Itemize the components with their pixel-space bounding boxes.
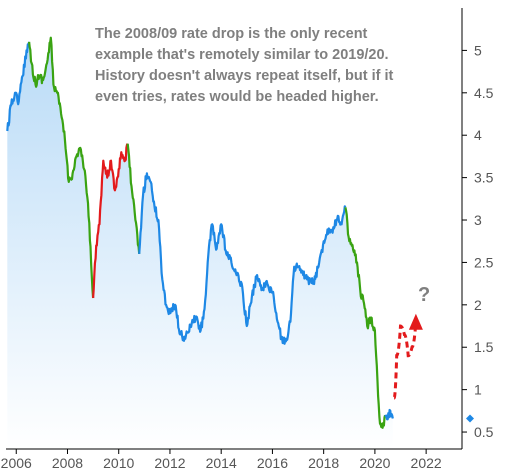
x-tick-label-2012: 2012	[154, 455, 185, 471]
series-line-3	[126, 143, 141, 254]
series-line-5	[344, 207, 387, 429]
series-line-6	[384, 408, 394, 421]
projection-arrow	[408, 313, 423, 330]
question-mark: ?	[418, 284, 430, 306]
annotation-line-1: The 2008/09 rate drop is the only recent	[95, 26, 368, 42]
x-tick-label-2006: 2006	[1, 455, 32, 471]
y-tick-label-5: 5	[474, 42, 482, 58]
series-line-0	[6, 41, 31, 132]
x-tick-label-2018: 2018	[308, 455, 339, 471]
y-tick-label-4: 4	[474, 127, 482, 143]
series-line-4	[138, 172, 347, 345]
annotation-line-4: even tries, rates would be headed higher…	[95, 89, 379, 105]
y-tick-label-2.5: 2.5	[474, 254, 494, 270]
series-line-2	[92, 143, 129, 299]
y-tick-label-2: 2	[474, 297, 482, 313]
last-value-marker	[466, 414, 474, 423]
y-tick-label-1.5: 1.5	[474, 339, 494, 355]
series-line-1	[28, 36, 95, 299]
x-tick-label-2016: 2016	[257, 455, 288, 471]
annotation-line-2: example that's remotely similar to 2019/…	[95, 47, 389, 63]
x-tick-label-2010: 2010	[103, 455, 134, 471]
y-tick-label-1: 1	[474, 382, 482, 398]
y-tick-label-0.5: 0.5	[474, 424, 494, 440]
x-tick-label-2014: 2014	[206, 455, 237, 471]
annotation-line-3: History doesn't always repeat itself, bu…	[95, 68, 394, 84]
y-tick-label-3.5: 3.5	[474, 170, 494, 186]
x-tick-label-2008: 2008	[52, 455, 83, 471]
projection-line	[392, 321, 418, 400]
y-tick-label-4.5: 4.5	[474, 85, 494, 101]
area-fill	[7, 37, 393, 449]
x-tick-label-2022: 2022	[411, 455, 442, 471]
y-tick-label-3: 3	[474, 212, 482, 228]
x-tick-label-2020: 2020	[359, 455, 390, 471]
